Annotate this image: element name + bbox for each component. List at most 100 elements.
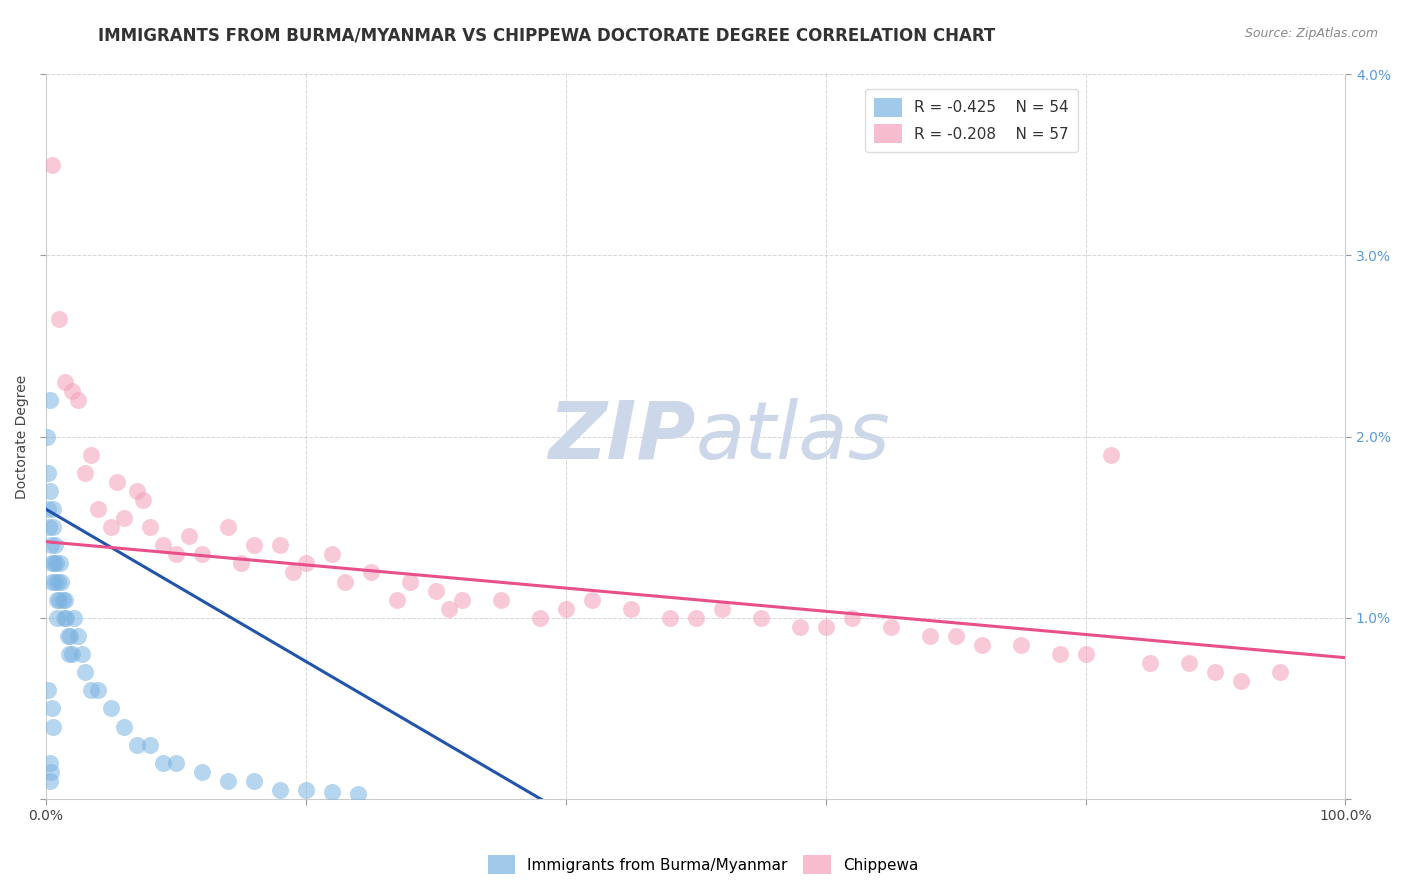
Point [41,574,63,589]
Point [63,611,86,625]
Point [658,611,681,625]
Point [58,647,80,661]
Point [619,601,641,615]
Point [37,683,59,698]
Point [70,647,93,661]
Point [945,629,967,643]
Point [190,547,212,561]
Point [86,502,108,516]
Point [710,601,733,615]
Point [38,756,60,770]
Legend: R = -0.425    N = 54, R = -0.208    N = 57: R = -0.425 N = 54, R = -0.208 N = 57 [865,89,1078,153]
Point [1270,665,1292,680]
Point [80,683,103,698]
Point [281,566,304,580]
Point [229,557,252,571]
Point [385,592,408,607]
Point [51,592,73,607]
Point [177,529,200,543]
Point [39,393,62,408]
Point [42,557,65,571]
Point [49,557,72,571]
Point [814,620,837,634]
Point [918,629,941,643]
Point [80,448,103,462]
Text: Source: ZipAtlas.com: Source: ZipAtlas.com [1244,27,1378,40]
Point [1010,638,1032,652]
Point [749,611,772,625]
Point [165,756,187,770]
Point [42,520,65,534]
Point [100,520,122,534]
Point [437,601,460,615]
Point [46,574,69,589]
Point [269,538,291,552]
Point [60,384,83,399]
Point [51,574,73,589]
Point [73,466,96,480]
Point [269,783,291,797]
Point [112,720,135,734]
Legend: Immigrants from Burma/Myanmar, Chippewa: Immigrants from Burma/Myanmar, Chippewa [482,849,924,880]
Point [86,683,108,698]
Point [1230,674,1253,689]
Point [41,158,63,172]
Point [132,493,155,508]
Point [1049,647,1071,661]
Point [1074,647,1097,661]
Point [38,773,60,788]
Point [242,538,264,552]
Point [125,738,148,752]
Point [37,466,59,480]
Point [38,483,60,498]
Y-axis label: Doctorate Degree: Doctorate Degree [15,375,30,499]
Point [46,611,69,625]
Point [425,583,447,598]
Point [398,574,420,589]
Point [41,701,63,715]
Point [45,592,67,607]
Point [55,611,77,625]
Point [100,701,122,715]
Point [321,547,343,561]
Point [190,764,212,779]
Point [39,538,62,552]
Point [48,592,70,607]
Point [685,611,707,625]
Point [138,738,160,752]
Point [41,557,63,571]
Point [217,773,239,788]
Point [38,520,60,534]
Point [138,520,160,534]
Point [152,538,174,552]
Text: IMMIGRANTS FROM BURMA/MYANMAR VS CHIPPEWA DOCTORATE DEGREE CORRELATION CHART: IMMIGRANTS FROM BURMA/MYANMAR VS CHIPPEW… [98,27,995,45]
Point [879,620,901,634]
Point [53,592,76,607]
Point [125,483,148,498]
Point [294,557,316,571]
Point [52,611,75,625]
Point [321,785,343,799]
Point [44,574,66,589]
Point [346,787,368,801]
Point [554,601,576,615]
Point [489,592,512,607]
Point [37,502,59,516]
Point [217,520,239,534]
Text: atlas: atlas [696,398,890,475]
Text: ZIP: ZIP [548,398,696,475]
Point [789,620,811,634]
Point [970,638,993,652]
Point [42,502,65,516]
Point [165,547,187,561]
Point [529,611,551,625]
Point [1101,448,1123,462]
Point [73,665,96,680]
Point [60,647,83,661]
Point [67,629,90,643]
Point [45,557,67,571]
Point [333,574,356,589]
Point [360,566,382,580]
Point [1139,656,1161,670]
Point [53,375,76,389]
